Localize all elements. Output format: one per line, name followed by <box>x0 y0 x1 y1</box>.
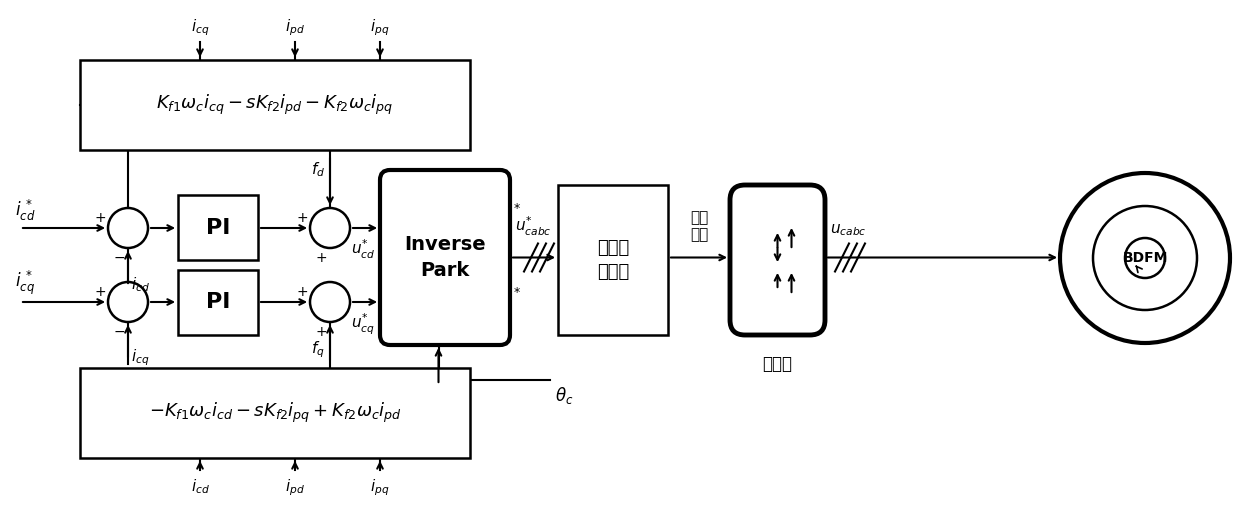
Bar <box>179 195 258 260</box>
Text: $i_{pq}$: $i_{pq}$ <box>371 477 389 498</box>
Text: PI: PI <box>206 292 231 312</box>
Circle shape <box>108 282 148 322</box>
Text: 变换器: 变换器 <box>763 355 792 373</box>
Text: $i_{cq}$: $i_{cq}$ <box>131 348 150 368</box>
Text: 驱动
信号: 驱动 信号 <box>689 210 708 243</box>
Text: $f_q$: $f_q$ <box>311 339 325 360</box>
Bar <box>81 60 470 150</box>
Text: $*$: $*$ <box>513 284 521 297</box>
Text: $i_{cq}$: $i_{cq}$ <box>191 17 210 38</box>
Text: $i_{cd}$: $i_{cd}$ <box>131 275 150 294</box>
Circle shape <box>108 208 148 248</box>
Text: 脉冲宽
度调制: 脉冲宽 度调制 <box>596 239 629 282</box>
Circle shape <box>1125 238 1166 278</box>
Text: $+$: $+$ <box>315 251 327 265</box>
FancyBboxPatch shape <box>379 170 510 345</box>
Circle shape <box>1092 206 1197 310</box>
Text: $+$: $+$ <box>315 325 327 339</box>
Text: $i_{pd}$: $i_{pd}$ <box>285 477 305 498</box>
Text: $+$: $+$ <box>94 211 105 225</box>
Text: $u_{cabc}$: $u_{cabc}$ <box>830 222 867 238</box>
Bar <box>558 185 668 335</box>
Text: $u_{cq}^{*}$: $u_{cq}^{*}$ <box>351 312 374 337</box>
Text: $-$: $-$ <box>113 250 125 264</box>
Bar <box>81 368 470 458</box>
Text: $u_{cd}^{*}$: $u_{cd}^{*}$ <box>351 238 374 261</box>
Text: $i_{cd}$: $i_{cd}$ <box>191 477 210 496</box>
Text: $K_{f1}\omega_c i_{cq}-sK_{f2}i_{pd}-K_{f2}\omega_c i_{pq}$: $K_{f1}\omega_c i_{cq}-sK_{f2}i_{pd}-K_{… <box>156 93 393 117</box>
Circle shape <box>310 282 350 322</box>
Text: $-$: $-$ <box>113 324 125 338</box>
Text: $f_d$: $f_d$ <box>311 160 325 179</box>
FancyBboxPatch shape <box>730 185 825 335</box>
Text: $i_{cd}^{\,*}$: $i_{cd}^{\,*}$ <box>15 198 36 223</box>
Text: $*$: $*$ <box>513 200 521 213</box>
Circle shape <box>1060 173 1230 343</box>
Text: $-K_{f1}\omega_c i_{cd}-sK_{f2}i_{pq}+K_{f2}\omega_c i_{pd}$: $-K_{f1}\omega_c i_{cd}-sK_{f2}i_{pq}+K_… <box>149 401 402 425</box>
Text: PI: PI <box>206 218 231 238</box>
Text: $i_{pq}$: $i_{pq}$ <box>371 17 389 38</box>
Text: $+$: $+$ <box>94 285 105 299</box>
Text: $+$: $+$ <box>296 285 308 299</box>
Text: $i_{cq}^{\,*}$: $i_{cq}^{\,*}$ <box>15 269 35 297</box>
Text: Inverse
Park: Inverse Park <box>404 234 486 280</box>
Text: $+$: $+$ <box>296 211 308 225</box>
Bar <box>179 270 258 335</box>
Text: BDFM: BDFM <box>1122 251 1168 265</box>
Text: $i_{pd}$: $i_{pd}$ <box>285 17 305 38</box>
Text: $\theta_c$: $\theta_c$ <box>556 385 573 406</box>
Circle shape <box>310 208 350 248</box>
Text: $u_{cabc}^{*}$: $u_{cabc}^{*}$ <box>515 215 552 238</box>
